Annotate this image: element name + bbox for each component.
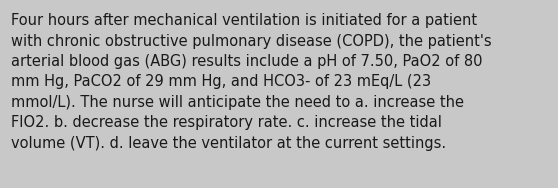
Text: Four hours after mechanical ventilation is initiated for a patient
with chronic : Four hours after mechanical ventilation …: [11, 13, 492, 151]
